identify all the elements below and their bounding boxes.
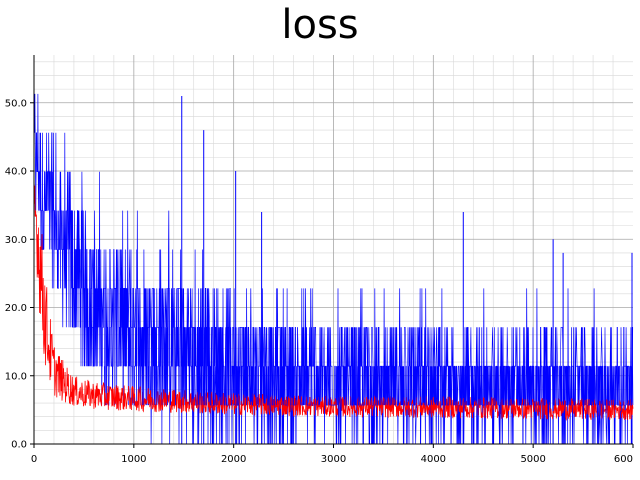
series-blue-overlay — [73, 210, 634, 445]
tick-layer: 0 1000 2000 3000 4000 5000 600 0.0 10.0 20.0 30.0 4… — [5, 98, 634, 465]
x-tick-label: 0 — [31, 454, 37, 465]
series-red-line — [33, 173, 634, 422]
x-tick-label: 2000 — [221, 454, 246, 465]
y-tick-label: 30.0 — [5, 235, 27, 246]
y-tick-label: 10.0 — [5, 371, 27, 382]
x-tick-label: 4000 — [421, 454, 446, 465]
x-tick-label: 600 — [614, 454, 633, 465]
series-layer — [33, 93, 634, 445]
y-tick-label: 50.0 — [5, 98, 27, 109]
x-tick-label: 3000 — [321, 454, 346, 465]
y-tick-label: 40.0 — [5, 167, 27, 178]
x-tick-label: 1000 — [121, 454, 146, 465]
chart-title: loss — [281, 2, 359, 48]
y-tick-label: 0.0 — [11, 440, 27, 451]
x-tick-label: 5000 — [520, 454, 545, 465]
y-tick-label: 20.0 — [5, 303, 27, 314]
